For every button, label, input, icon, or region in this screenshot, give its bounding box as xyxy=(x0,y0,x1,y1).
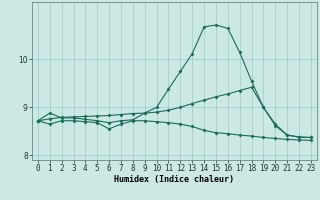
X-axis label: Humidex (Indice chaleur): Humidex (Indice chaleur) xyxy=(115,175,234,184)
